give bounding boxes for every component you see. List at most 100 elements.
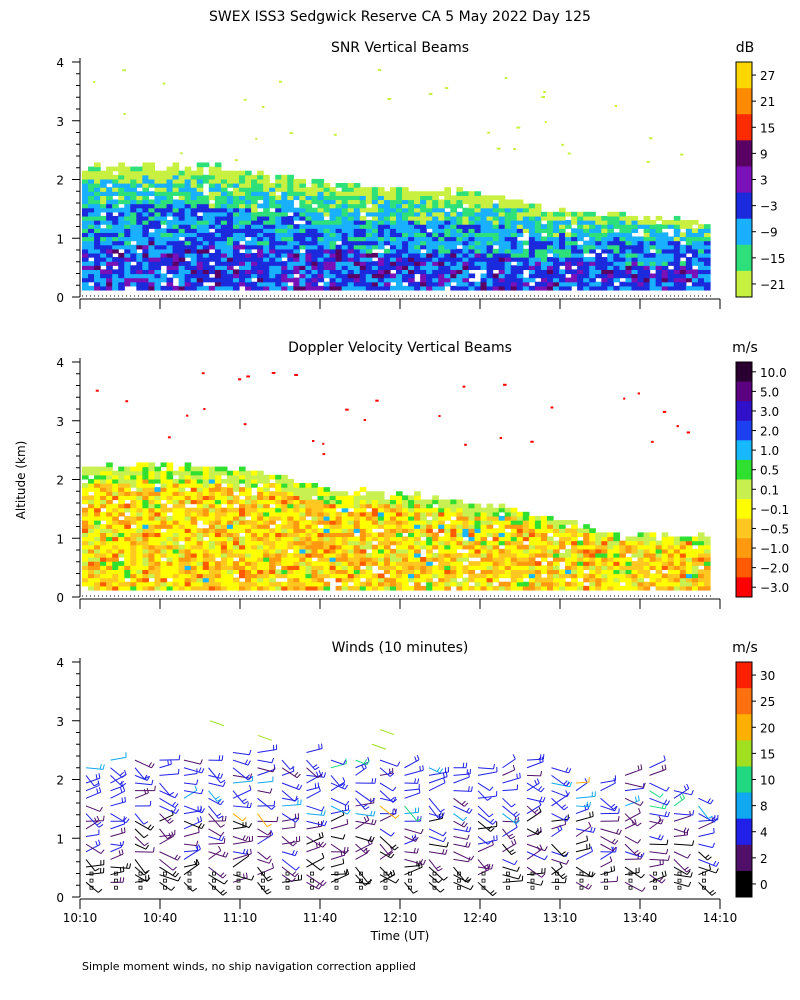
heatmap-cell (474, 261, 482, 266)
heatmap-cell (214, 470, 222, 476)
speckle (125, 400, 129, 403)
heatmap-cell (269, 191, 276, 196)
heatmap-cell (82, 470, 89, 476)
heatmap-cell (305, 573, 313, 579)
heatmap-cell (220, 261, 228, 266)
heatmap-cell (293, 257, 300, 262)
heatmap-cell (589, 552, 596, 558)
heatmap-cell (703, 585, 711, 591)
heatmap-cell (196, 491, 204, 496)
speckle (504, 76, 508, 79)
heatmap-cell (577, 540, 584, 546)
heatmap-cell (559, 211, 566, 217)
heatmap-cell (486, 240, 494, 246)
heatmap-cell (450, 540, 457, 546)
heatmap-cell (420, 503, 427, 509)
heatmap-cell (486, 511, 494, 517)
heatmap-cell (432, 552, 439, 558)
heatmap-cell (377, 211, 385, 217)
heatmap-cell (498, 265, 506, 270)
heatmap-cell (202, 174, 210, 180)
heatmap-cell (94, 232, 101, 238)
heatmap-cell (408, 261, 415, 266)
heatmap-cell (100, 178, 107, 184)
heatmap-cell (130, 220, 137, 225)
heatmap-cell (184, 491, 192, 496)
heatmap-cell (565, 561, 572, 566)
heatmap-cell (154, 228, 162, 233)
heatmap-cell (317, 552, 325, 558)
heatmap-cell (613, 557, 621, 562)
heatmap-cell (528, 228, 536, 233)
heatmap-cell (359, 195, 367, 201)
heatmap-cell (444, 203, 451, 209)
heatmap-cell (480, 507, 488, 513)
heatmap-cell (299, 552, 307, 558)
heatmap-cell (172, 515, 180, 521)
heatmap-cell (389, 252, 397, 258)
heatmap-cell (184, 581, 192, 587)
heatmap-cell (595, 573, 602, 579)
heatmap-cell (172, 520, 180, 525)
heatmap-cell (631, 248, 639, 254)
heatmap-cell (643, 220, 651, 225)
heatmap-cell (341, 203, 349, 209)
heatmap-cell (673, 585, 681, 591)
heatmap-cell (196, 548, 204, 554)
heatmap-cell (154, 474, 162, 480)
heatmap-cell (498, 248, 506, 254)
heatmap-cell (432, 515, 439, 521)
heatmap-cell (691, 277, 699, 283)
heatmap-cell (462, 244, 470, 250)
heatmap-cell (202, 273, 210, 279)
heatmap-cell (281, 236, 288, 242)
heatmap-cell (245, 174, 252, 180)
heatmap-cell (583, 261, 590, 266)
heatmap-cell (142, 487, 150, 492)
heatmap-cell (94, 187, 101, 192)
heatmap-cell (444, 577, 451, 583)
heatmap-cell (124, 203, 131, 209)
heatmap-cell (299, 244, 307, 250)
heatmap-cell (619, 544, 627, 550)
heatmap-cell (534, 236, 542, 242)
heatmap-cell (474, 536, 482, 542)
heatmap-cell (190, 491, 198, 496)
heatmap-cell (317, 561, 325, 566)
heatmap-cell (534, 224, 542, 229)
heatmap-cell (685, 581, 693, 587)
heatmap-cell (226, 252, 234, 258)
heatmap-cell (130, 265, 137, 270)
heatmap-cell (232, 215, 240, 221)
heatmap-cell (178, 483, 186, 488)
heatmap-cell (118, 281, 125, 287)
heatmap-cell (510, 557, 518, 562)
heatmap-cell (341, 207, 349, 213)
heatmap-cell (269, 273, 276, 279)
heatmap-cell (595, 252, 602, 258)
heatmap-cell (166, 248, 174, 254)
heatmap-cell (516, 573, 524, 579)
heatmap-cell (619, 232, 627, 238)
heatmap-cell (522, 536, 530, 542)
heatmap-cell (202, 487, 210, 492)
heatmap-cell (112, 548, 119, 554)
heatmap-cell (287, 585, 294, 591)
heatmap-cell (613, 277, 621, 283)
heatmap-cell (601, 257, 608, 262)
heatmap-cell (130, 499, 137, 505)
heatmap-cell (589, 557, 596, 562)
heatmap-cell (510, 211, 518, 217)
heatmap-cell (383, 536, 391, 542)
heatmap-cell (214, 232, 222, 238)
heatmap-cell (625, 281, 633, 287)
heatmap-cell (703, 224, 711, 229)
heatmap-cell (88, 528, 95, 533)
heatmap-cell (190, 236, 198, 242)
heatmap-cell (643, 232, 651, 238)
heatmap-cell (329, 199, 337, 205)
heatmap-cell (377, 561, 385, 566)
heatmap-cell (299, 191, 307, 196)
heatmap-cell (311, 269, 319, 275)
heatmap-cell (311, 536, 319, 542)
